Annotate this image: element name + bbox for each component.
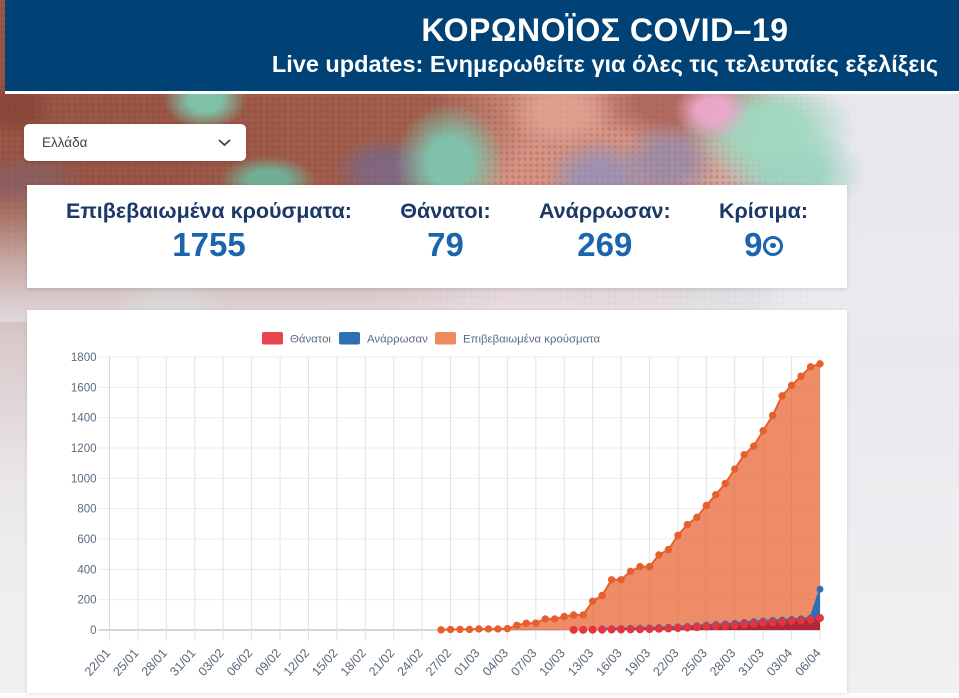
svg-text:06/02: 06/02 <box>224 646 255 679</box>
svg-text:01/03: 01/03 <box>451 646 482 679</box>
svg-text:28/03: 28/03 <box>707 646 738 679</box>
svg-text:18/02: 18/02 <box>338 646 369 679</box>
svg-text:13/03: 13/03 <box>565 646 596 679</box>
svg-text:07/03: 07/03 <box>508 646 539 679</box>
svg-text:28/01: 28/01 <box>139 646 170 679</box>
svg-text:25/01: 25/01 <box>110 646 141 679</box>
svg-text:1800: 1800 <box>71 352 97 364</box>
svg-text:31/01: 31/01 <box>167 646 198 679</box>
svg-text:1400: 1400 <box>71 413 97 425</box>
svg-text:Θάνατοι: Θάνατοι <box>290 334 331 346</box>
svg-text:24/02: 24/02 <box>395 646 426 679</box>
svg-text:16/03: 16/03 <box>593 646 624 679</box>
svg-text:400: 400 <box>77 564 96 576</box>
svg-text:15/02: 15/02 <box>309 646 340 679</box>
svg-text:10/03: 10/03 <box>537 646 568 679</box>
svg-text:03/04: 03/04 <box>764 646 795 679</box>
svg-text:22/03: 22/03 <box>650 646 681 679</box>
svg-text:27/02: 27/02 <box>423 646 454 679</box>
svg-text:22/01: 22/01 <box>82 646 113 679</box>
svg-text:200: 200 <box>77 595 96 607</box>
svg-text:1200: 1200 <box>71 443 97 455</box>
svg-text:04/03: 04/03 <box>480 646 511 679</box>
svg-text:21/02: 21/02 <box>366 646 397 679</box>
svg-text:19/03: 19/03 <box>622 646 653 679</box>
svg-text:Ανάρρωσαν: Ανάρρωσαν <box>367 334 428 346</box>
svg-text:12/02: 12/02 <box>281 646 312 679</box>
svg-text:800: 800 <box>77 504 96 516</box>
svg-text:Επιβεβαιωμένα κρούσματα: Επιβεβαιωμένα κρούσματα <box>463 334 601 346</box>
svg-text:06/04: 06/04 <box>792 646 823 679</box>
svg-text:0: 0 <box>90 625 96 637</box>
svg-text:1600: 1600 <box>71 382 97 394</box>
svg-text:09/02: 09/02 <box>252 646 283 679</box>
svg-text:25/03: 25/03 <box>679 646 710 679</box>
svg-text:03/02: 03/02 <box>196 646 227 679</box>
svg-text:1000: 1000 <box>71 473 97 485</box>
svg-text:31/03: 31/03 <box>736 646 767 679</box>
svg-text:600: 600 <box>77 534 96 546</box>
